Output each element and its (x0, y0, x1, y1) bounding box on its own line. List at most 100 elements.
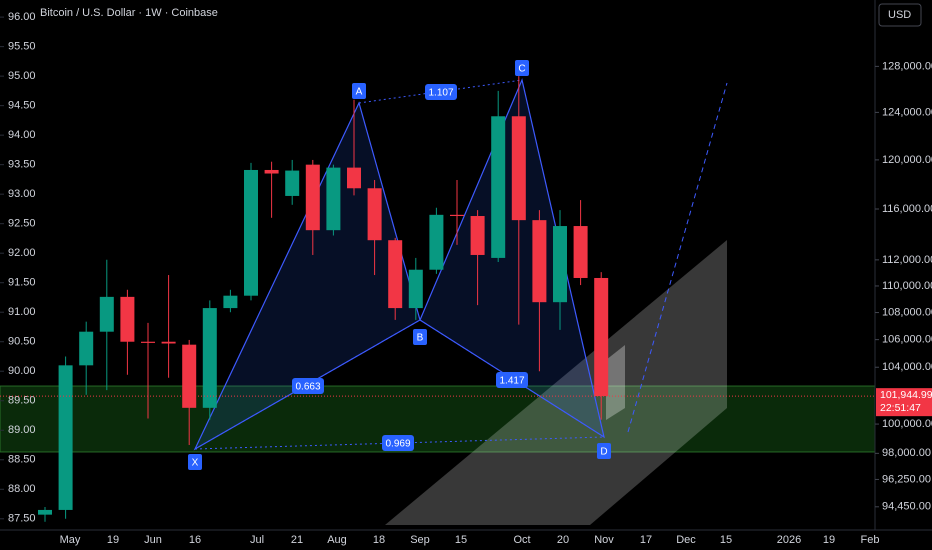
candle-body (470, 216, 485, 255)
pattern-point-label: X (192, 458, 199, 469)
pattern-point-box (515, 60, 529, 76)
y2-tick-label: 128,000.00 (882, 60, 932, 72)
candle-body (367, 188, 382, 241)
x-tick-label: Sep (410, 534, 430, 546)
y-tick-label: 94.50 (8, 100, 36, 112)
x-tick-label: 16 (189, 534, 201, 546)
x-tick-label: 17 (640, 534, 652, 546)
ratio-label: 1.417 (499, 376, 524, 387)
ratio-box (496, 372, 528, 388)
last-price-label: 101,944.99 (880, 389, 932, 401)
pattern-point-box (597, 443, 611, 459)
candle-body (326, 167, 341, 231)
candle-body (223, 295, 238, 309)
y2-tick-label: 124,000.00 (882, 106, 932, 118)
x-tick-label: Oct (513, 534, 530, 546)
projection-path (627, 82, 728, 433)
pattern-point-label: C (518, 64, 525, 75)
y-tick-label: 87.50 (8, 513, 36, 525)
candle-body (141, 341, 155, 343)
x-tick-label: Jun (144, 534, 162, 546)
y2-tick-label: 110,000.00 (882, 280, 932, 292)
y2-tick-label: 120,000.00 (882, 154, 932, 166)
y-tick-label: 95.50 (8, 41, 36, 53)
last-price-box (876, 388, 932, 417)
y-tick-label: 93.00 (8, 188, 36, 200)
y-tick-label: 91.50 (8, 277, 36, 289)
candle-body (491, 116, 506, 258)
support-zone (0, 385, 876, 453)
y-tick-label: 88.00 (8, 483, 36, 495)
ratio-label: 0.969 (385, 439, 410, 450)
candle-body (58, 365, 73, 510)
candle-body (285, 170, 300, 196)
y-tick-label: 90.50 (8, 336, 36, 348)
candle-body (120, 296, 135, 342)
chart-title: Bitcoin / U.S. Dollar · 1W · Coinbase (40, 7, 218, 19)
y-tick-label: 92.50 (8, 218, 36, 230)
ratio-box (425, 84, 457, 100)
candle-body (79, 331, 94, 366)
candle-body (388, 240, 403, 309)
candle-body (347, 167, 361, 189)
y2-tick-label: 98,000.00 (882, 447, 931, 459)
x-tick-label: 20 (557, 534, 569, 546)
currency-box[interactable] (878, 3, 922, 27)
candle-body (244, 169, 258, 296)
y-tick-label: 89.50 (8, 395, 36, 407)
pattern-point-box (188, 454, 202, 470)
y-tick-label: 89.00 (8, 424, 36, 436)
ratio-box (382, 435, 414, 451)
y2-tick-label: 104,000.00 (882, 361, 932, 373)
candle-body (450, 214, 464, 217)
x-tick-label: Dec (676, 534, 696, 546)
pattern-point-label: A (356, 87, 363, 98)
candle-body (264, 169, 279, 174)
candles (38, 76, 609, 522)
candle-body (511, 116, 526, 221)
y2-tick-label: 108,000.00 (882, 306, 932, 318)
candle-body (99, 296, 114, 332)
pattern-point-label: D (600, 447, 607, 458)
y-tick-label: 94.00 (8, 129, 36, 141)
ratio-label: 0.663 (295, 382, 320, 393)
candle-body (38, 509, 52, 515)
ratio-label: 1.107 (428, 88, 453, 99)
x-tick-label: 19 (823, 534, 835, 546)
candle-body (573, 226, 588, 278)
projection-small (606, 345, 625, 420)
x-tick-label: 21 (291, 534, 303, 546)
x-tick-label: 2026 (777, 534, 801, 546)
candle-body (202, 308, 217, 408)
y2-tick-label: 96,250.00 (882, 473, 931, 485)
x-tick-label: Nov (594, 534, 614, 546)
countdown: 22:51:47 (880, 402, 921, 414)
x-tick-label: 18 (373, 534, 385, 546)
y2-tick-label: 116,000.00 (882, 203, 932, 215)
ratio-box (292, 378, 324, 394)
projection-zone (385, 240, 727, 525)
pattern-point-box (352, 83, 366, 99)
y-tick-label: 92.00 (8, 247, 36, 259)
pattern-point-label: B (417, 333, 424, 344)
y-tick-label: 96.00 (8, 11, 36, 23)
candle-body (594, 277, 609, 397)
candle-body (532, 220, 547, 303)
y2-tick-label: 106,000.00 (882, 334, 932, 346)
currency[interactable]: USD (888, 9, 911, 21)
y-tick-label: 91.00 (8, 306, 36, 318)
y2-tick-label: 100,000.00 (882, 418, 932, 430)
x-tick-label: 15 (455, 534, 467, 546)
x-tick-label: 15 (720, 534, 732, 546)
y-tick-label: 90.00 (8, 365, 36, 377)
x-tick-label: 19 (107, 534, 119, 546)
candle-body (161, 341, 176, 344)
candle-body (429, 214, 444, 270)
candle-body (408, 269, 423, 309)
candle-body (305, 164, 320, 231)
x-tick-label: Aug (327, 534, 347, 546)
candle-body (553, 226, 567, 303)
x-tick-label: Jul (250, 534, 264, 546)
y-tick-label: 93.50 (8, 159, 36, 171)
